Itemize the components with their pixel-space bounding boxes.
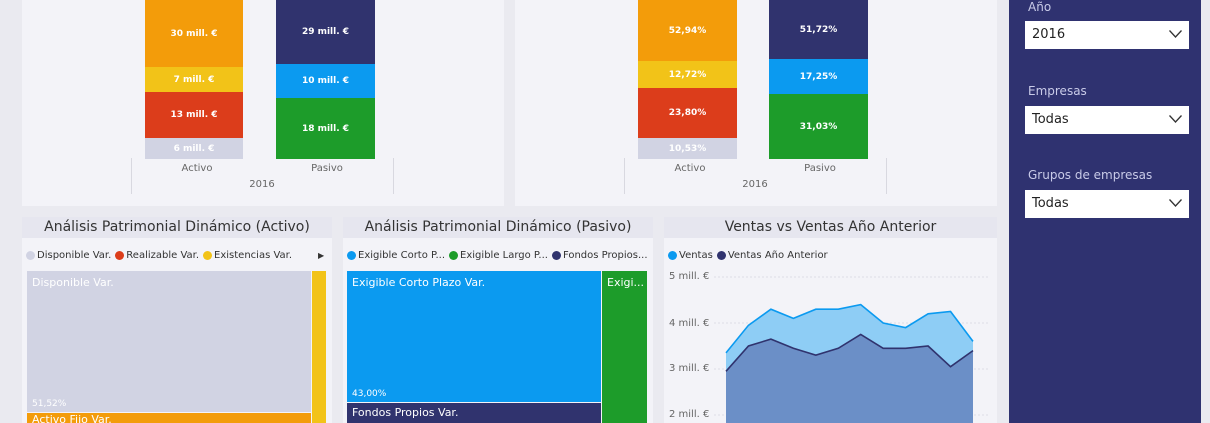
legend-dot xyxy=(347,251,356,260)
bar-segment[interactable]: 52,94% xyxy=(638,0,737,61)
pasivo-treemap-panel: Análisis Patrimonial Dinámico (Pasivo) E… xyxy=(343,217,653,423)
axis-divider xyxy=(393,158,394,194)
empresas-filter-label: Empresas xyxy=(1028,84,1087,98)
year-dropdown[interactable]: 2016 xyxy=(1025,21,1189,49)
bar-segment[interactable]: 6 mill. € xyxy=(145,138,243,159)
legend-label: Exigible Corto P... xyxy=(358,250,446,261)
bar-segment[interactable]: 31,03% xyxy=(769,94,868,159)
legend-label: Exigible Largo P... xyxy=(460,250,548,261)
bar-segment[interactable]: 30 mill. € xyxy=(145,0,243,67)
legend-next-arrow-icon[interactable]: ▶ xyxy=(318,251,325,260)
bar-segment[interactable]: 10,53% xyxy=(638,138,737,159)
legend-dot xyxy=(716,251,726,260)
filters-sidebar: Año 2016 Empresas Todas Grupos de empres… xyxy=(1009,0,1201,423)
ventas-chart-panel: Ventas vs Ventas Año Anterior Ventas Ven… xyxy=(664,217,997,423)
y-tick-label: 5 mill. € xyxy=(669,271,710,282)
bar-segment[interactable]: 12,72% xyxy=(638,61,737,88)
chevron-down-icon xyxy=(1169,115,1182,123)
panel-title: Análisis Patrimonial Dinámico (Pasivo) xyxy=(343,217,653,238)
bar-segment[interactable]: 23,80% xyxy=(638,88,737,138)
legend-label: Ventas xyxy=(679,250,713,261)
legend-label: Existencias Var. xyxy=(214,250,293,261)
tile-label: Exigible Corto Plazo Var. xyxy=(352,276,486,289)
legend-label: Fondos Propios... xyxy=(562,250,648,261)
bar-segment[interactable]: 13 mill. € xyxy=(145,92,243,138)
activo-pasivo-percent-chart: 52,94% 12,72% 23,80% 10,53% 51,72% 17,25… xyxy=(515,0,997,206)
grupos-dropdown[interactable]: Todas xyxy=(1025,190,1189,218)
treemap-tile-activo-fijo[interactable]: Activo Fijo Var. xyxy=(27,413,311,423)
legend-dot xyxy=(26,251,35,260)
treemap-tile-exigible-largo[interactable]: Exigi... xyxy=(602,271,647,423)
series-area-1[interactable] xyxy=(726,334,973,423)
legend-dot xyxy=(668,251,677,260)
chart-legend: Disponible Var. Realizable Var. Existenc… xyxy=(26,250,296,261)
grupos-dropdown-value: Todas xyxy=(1032,196,1069,211)
chart-legend: Exigible Corto P... Exigible Largo P... … xyxy=(347,250,652,261)
year-label: 2016 xyxy=(742,179,768,190)
legend-item[interactable]: Existencias Var. xyxy=(203,250,292,261)
legend-item[interactable]: Ventas xyxy=(668,250,713,261)
tile-label: Disponible Var. xyxy=(32,276,114,289)
year-dropdown-value: 2016 xyxy=(1032,27,1066,42)
activo-pasivo-values-chart: 30 mill. € 7 mill. € 13 mill. € 6 mill. … xyxy=(22,0,504,206)
bar-segment[interactable]: 7 mill. € xyxy=(145,67,243,92)
series-line-0[interactable] xyxy=(725,303,974,354)
treemap-tile-fondos-propios[interactable]: Fondos Propios Var. xyxy=(347,403,601,423)
legend-dot xyxy=(551,251,561,260)
y-tick-label: 4 mill. € xyxy=(669,318,710,329)
legend-item[interactable]: Ventas Año Anterior xyxy=(716,250,828,261)
panel-title: Análisis Patrimonial Dinámico (Activo) xyxy=(22,217,332,238)
year-filter-label: Año xyxy=(1028,0,1052,14)
legend-item[interactable]: Realizable Var. xyxy=(115,250,199,261)
tile-percent: 51,52% xyxy=(32,399,67,409)
year-label: 2016 xyxy=(249,179,275,190)
treemap-tile-existencias[interactable] xyxy=(312,271,326,423)
legend-dot xyxy=(449,251,459,260)
axis-divider xyxy=(886,158,887,194)
category-label-activo: Activo xyxy=(181,163,213,174)
empresas-dropdown-value: Todas xyxy=(1032,112,1069,127)
category-label-pasivo: Pasivo xyxy=(804,163,836,174)
legend-dot xyxy=(115,251,125,260)
ventas-area-plot[interactable] xyxy=(664,217,997,423)
treemap-tile-disponible[interactable]: Disponible Var. 51,52% xyxy=(27,271,311,412)
chart-legend: Ventas Ventas Año Anterior xyxy=(668,250,832,261)
activo-treemap-panel: Análisis Patrimonial Dinámico (Activo) D… xyxy=(22,217,332,423)
tile-label: Fondos Propios Var. xyxy=(352,406,459,419)
legend-label: Realizable Var. xyxy=(126,250,200,261)
bar-segment[interactable]: 29 mill. € xyxy=(276,0,375,64)
tile-percent: 43,00% xyxy=(352,389,387,399)
bar-segment[interactable]: 18 mill. € xyxy=(276,98,375,159)
category-label-activo: Activo xyxy=(674,163,706,174)
legend-item[interactable]: Fondos Propios... xyxy=(551,250,648,261)
legend-item[interactable]: Disponible Var. xyxy=(26,250,111,261)
empresas-dropdown[interactable]: Todas xyxy=(1025,106,1189,134)
chevron-down-icon xyxy=(1169,30,1182,38)
legend-dot xyxy=(203,251,213,260)
y-tick-label: 3 mill. € xyxy=(669,363,710,374)
axis-divider xyxy=(624,158,625,194)
y-tick-label: 2 mill. € xyxy=(669,409,710,420)
chevron-down-icon xyxy=(1169,199,1182,207)
bar-segment[interactable]: 10 mill. € xyxy=(276,64,375,98)
bar-segment[interactable]: 51,72% xyxy=(769,0,868,59)
panel-title: Ventas vs Ventas Año Anterior xyxy=(664,217,997,238)
treemap-tile-exigible-corto[interactable]: Exigible Corto Plazo Var. 43,00% xyxy=(347,271,601,402)
axis-divider xyxy=(131,158,132,194)
legend-label: Disponible Var. xyxy=(37,250,112,261)
series-line-1[interactable] xyxy=(725,333,974,372)
tile-label: Activo Fijo Var. xyxy=(32,413,112,423)
tile-label: Exigi... xyxy=(607,276,645,289)
category-label-pasivo: Pasivo xyxy=(311,163,343,174)
bar-segment[interactable]: 17,25% xyxy=(769,59,868,94)
legend-label: Ventas Año Anterior xyxy=(727,250,828,261)
legend-item[interactable]: Exigible Largo P... xyxy=(449,250,548,261)
legend-item[interactable]: Exigible Corto P... xyxy=(347,250,445,261)
grupos-filter-label: Grupos de empresas xyxy=(1028,168,1153,182)
